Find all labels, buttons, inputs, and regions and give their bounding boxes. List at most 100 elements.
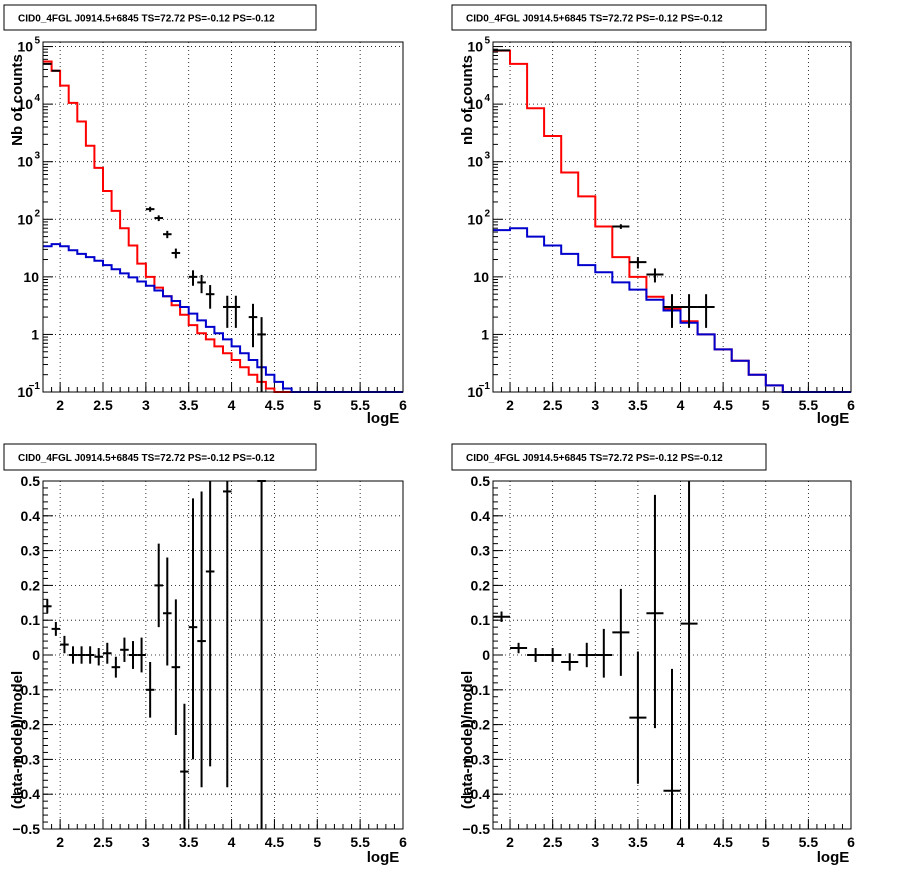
y-tick-label: −0.1 — [462, 682, 490, 698]
data-point — [145, 206, 155, 212]
data-point — [663, 294, 681, 328]
x-axis-title: logE — [817, 849, 850, 866]
y-tick-label: −0.4 — [462, 786, 490, 802]
x-tick-label: 3.5 — [179, 397, 199, 413]
x-tick-label: 3 — [142, 397, 150, 413]
panel-p1: CID0_4FGL J0914.5+6845 TS=72.72 PS=-0.12… — [3, 4, 407, 427]
chart-title: CID0_4FGL J0914.5+6845 TS=72.72 PS=-0.12… — [466, 14, 723, 25]
title-box — [3, 4, 317, 31]
y-tick-label: 0.2 — [21, 577, 41, 593]
y-tick-label: 10 — [17, 154, 33, 170]
plot-frame — [42, 41, 404, 393]
x-tick-label: 5 — [313, 834, 321, 850]
data-point — [205, 481, 215, 767]
x-tick-label: 4 — [677, 834, 685, 850]
data-point — [111, 656, 121, 678]
y-tick-label: 10 — [17, 384, 33, 400]
data-point — [646, 268, 664, 283]
y-tick-label: −0.5 — [462, 821, 490, 837]
x-tick-label: 4.5 — [713, 397, 733, 413]
data-point — [205, 285, 215, 309]
data-point — [51, 69, 61, 72]
data-point — [527, 648, 545, 662]
data-point — [223, 295, 232, 328]
y-tick-label: 0.3 — [21, 543, 41, 559]
y-tick-label: 0 — [482, 647, 490, 663]
data-point — [43, 599, 52, 614]
data-point — [171, 599, 181, 736]
y-tick-label: 10 — [467, 384, 483, 400]
data-point — [646, 494, 664, 729]
y-tick-label: 0.5 — [21, 473, 41, 489]
data-point — [493, 49, 511, 52]
x-tick-label: 2.5 — [543, 397, 563, 413]
y-tick-exponent: 2 — [34, 208, 40, 219]
data-point — [154, 215, 163, 222]
plot-frame — [42, 480, 404, 830]
y-tick-label: 0.1 — [471, 612, 491, 628]
x-tick-label: 3.5 — [179, 834, 199, 850]
series-total_model — [43, 60, 403, 393]
y-tick-exponent: 4 — [34, 93, 40, 104]
series-background_model — [493, 227, 851, 393]
y-tick-label: −0.1 — [12, 682, 40, 698]
data-point — [561, 653, 579, 671]
data-point — [197, 274, 206, 294]
y-tick-label: 10 — [467, 96, 483, 112]
y-tick-exponent: 2 — [484, 208, 490, 219]
x-tick-label: 3.5 — [628, 834, 648, 850]
chart-title: CID0_4FGL J0914.5+6845 TS=72.72 PS=-0.12… — [466, 453, 723, 464]
y-axis-title: Nb of counts — [9, 54, 26, 146]
title-box — [451, 4, 767, 31]
y-tick-label: 10 — [467, 39, 483, 55]
y-tick-label: 10 — [473, 269, 489, 285]
x-axis-title: logE — [367, 849, 400, 866]
data-point — [595, 628, 613, 678]
x-tick-label: 5.5 — [799, 397, 819, 413]
data-point — [94, 648, 103, 666]
y-tick-exponent: 5 — [34, 36, 40, 47]
x-tick-label: 5.5 — [799, 834, 819, 850]
plot-frame — [492, 480, 852, 830]
x-tick-label: 2 — [506, 397, 514, 413]
y-tick-label: −0.3 — [462, 751, 490, 767]
chart-title: CID0_4FGL J0914.5+6845 TS=72.72 PS=-0.12… — [18, 14, 275, 25]
y-tick-label: 1 — [481, 326, 489, 342]
panel-p3: CID0_4FGL J0914.5+6845 TS=72.72 PS=-0.12… — [3, 443, 407, 866]
x-tick-label: 6 — [399, 397, 407, 413]
data-point — [180, 703, 189, 829]
panel-p2: CID0_4FGL J0914.5+6845 TS=72.72 PS=-0.12… — [451, 4, 855, 427]
y-tick-label: 10 — [467, 154, 483, 170]
x-tick-label: 2 — [56, 834, 64, 850]
data-point — [77, 646, 86, 664]
x-tick-label: 6 — [847, 397, 855, 413]
y-axis-title: (data-model)/model — [459, 671, 476, 809]
data-point — [197, 491, 206, 788]
x-tick-label: 6 — [847, 834, 855, 850]
y-tick-exponent: 3 — [484, 151, 490, 162]
y-tick-exponent: 3 — [34, 151, 40, 162]
data-point — [43, 62, 52, 65]
data-point — [128, 641, 138, 669]
x-tick-label: 5 — [313, 397, 321, 413]
y-tick-label: 0.5 — [471, 473, 491, 489]
x-tick-label: 2 — [56, 397, 64, 413]
data-point — [697, 294, 715, 328]
data-point — [629, 257, 647, 269]
data-point — [188, 498, 198, 760]
data-point — [257, 317, 266, 392]
y-tick-exponent: −1 — [479, 381, 491, 392]
x-tick-label: 5.5 — [350, 397, 370, 413]
title-box — [3, 443, 317, 471]
y-tick-label: 10 — [467, 211, 483, 227]
series-background_model — [43, 243, 403, 393]
x-tick-label: 2 — [506, 834, 514, 850]
y-tick-label: 10 — [17, 39, 33, 55]
data-point — [223, 481, 232, 788]
x-tick-label: 5 — [762, 834, 770, 850]
data-point — [231, 295, 241, 328]
x-tick-label: 2.5 — [543, 834, 563, 850]
series-total_model — [493, 49, 851, 393]
data-point — [493, 611, 511, 622]
